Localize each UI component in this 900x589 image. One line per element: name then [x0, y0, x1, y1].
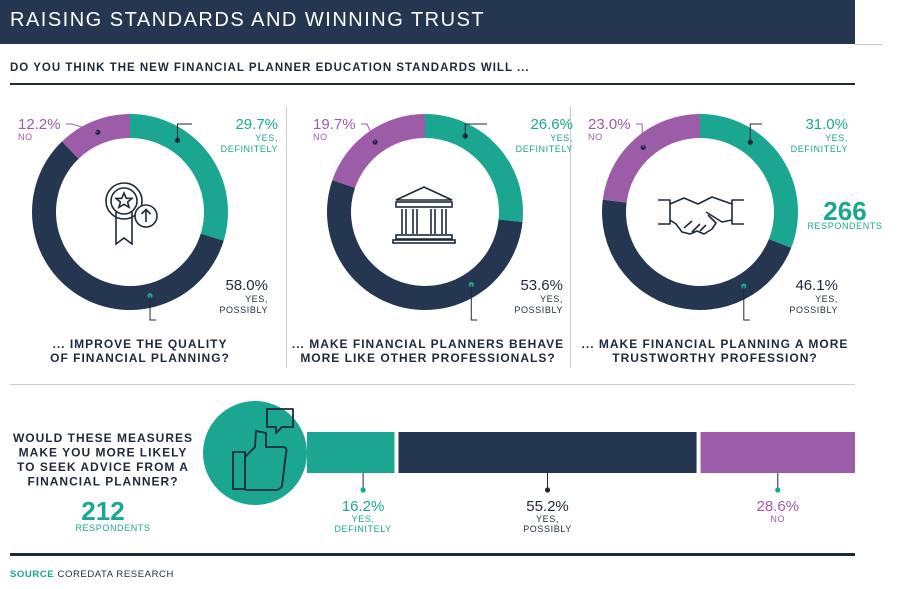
- bar-segment-possibly: [398, 432, 697, 473]
- source-key: SOURCE: [10, 569, 55, 580]
- value-label-definitely: 26.6%: [530, 116, 573, 133]
- survey-question: DO YOU THINK THE NEW FINANCIAL PLANNER E…: [10, 62, 530, 74]
- page-title: RAISING STANDARDS AND WINNING TRUST: [10, 9, 486, 31]
- respondents-label: RESPONDENTS: [75, 523, 150, 533]
- category-label-definitely: YES,: [352, 514, 375, 524]
- category-label-possibly: POSSIBLY: [514, 305, 563, 315]
- donut-segment-possibly: [32, 141, 224, 310]
- respondents-label: RESPONDENTS: [807, 221, 882, 231]
- leader-line: [464, 123, 487, 137]
- institution-building-icon: [392, 186, 456, 244]
- donut-segment-no: [61, 114, 130, 159]
- source-value: COREDATA RESEARCH: [57, 569, 174, 580]
- category-label-no: NO: [313, 132, 328, 142]
- question-rule: [10, 83, 855, 85]
- leader-line: [176, 123, 192, 141]
- bottom-rule: [10, 553, 855, 556]
- value-label-definitely: 31.0%: [805, 116, 848, 133]
- category-label-possibly: YES,: [815, 294, 838, 304]
- category-label-no: NO: [770, 514, 785, 524]
- leader-dot: [544, 487, 551, 493]
- value-label-no: 28.6%: [757, 498, 800, 515]
- bar-question-line: MAKE YOU MORE LIKELY: [19, 446, 188, 460]
- award-badge-icon: [105, 182, 158, 246]
- thumbs-up-icon: [232, 408, 294, 491]
- leader-dot: [360, 487, 366, 493]
- leader-line: [636, 123, 644, 148]
- category-label-no: NO: [588, 132, 603, 142]
- value-label-possibly: 53.6%: [520, 277, 563, 294]
- stacked-bar: [307, 432, 855, 473]
- leader-dot: [775, 487, 781, 493]
- value-label-possibly: 46.1%: [795, 277, 838, 294]
- category-label-possibly: POSSIBLY: [789, 305, 838, 315]
- category-label-no: NO: [18, 132, 33, 142]
- bar-question-line: TO SEEK ADVICE FROM A: [17, 460, 189, 474]
- category-label-possibly: POSSIBLY: [523, 524, 572, 534]
- bar-segment-no: [700, 432, 855, 473]
- column-divider: [570, 106, 571, 368]
- category-label-definitely: YES,: [550, 133, 573, 143]
- category-label-definitely: DEFINITELY: [334, 524, 391, 534]
- chart-caption: ... MAKE FINANCIAL PLANNERS BEHAVE: [292, 337, 564, 351]
- donut-segment-possibly: [602, 199, 792, 311]
- banner-underline: [855, 44, 882, 45]
- bar-question-line: WOULD THESE MEASURES: [13, 431, 193, 445]
- title-banner: RAISING STANDARDS AND WINNING TRUST: [0, 0, 855, 44]
- category-label-possibly: YES,: [536, 514, 559, 524]
- leader-line: [743, 286, 750, 321]
- category-label-definitely: YES,: [255, 133, 278, 143]
- handshake-icon: [658, 196, 744, 235]
- donut-segment-no: [332, 113, 425, 188]
- value-label-possibly: 55.2%: [526, 498, 569, 515]
- thumbs-up-circle: [203, 401, 307, 505]
- category-label-definitely: DEFINITELY: [221, 144, 278, 154]
- value-label-no: 12.2%: [18, 116, 61, 133]
- category-label-definitely: DEFINITELY: [791, 144, 848, 154]
- leader-line: [149, 295, 157, 321]
- donut-segment-definitely: [425, 114, 523, 222]
- leader-line: [749, 123, 762, 143]
- value-label-no: 19.7%: [313, 116, 356, 133]
- bar-question-line: FINANCIAL PLANNER?: [27, 475, 178, 489]
- column-divider: [286, 106, 287, 368]
- chart-caption: MORE LIKE OTHER PROFESSIONALS?: [300, 351, 555, 365]
- section-divider: [10, 384, 855, 385]
- category-label-possibly: YES,: [540, 294, 563, 304]
- category-label-possibly: YES,: [245, 294, 268, 304]
- source-note: SOURCE COREDATA RESEARCH: [10, 569, 174, 580]
- donut-chart: [327, 113, 523, 311]
- leader-line: [66, 123, 98, 133]
- donut-segment-definitely: [700, 114, 798, 248]
- leader-line: [470, 284, 478, 321]
- category-label-definitely: DEFINITELY: [516, 144, 573, 154]
- respondents-count: 212: [81, 496, 124, 526]
- respondents-count: 266: [823, 196, 866, 226]
- chart-caption: OF FINANCIAL PLANNING?: [50, 351, 230, 365]
- category-label-definitely: YES,: [825, 133, 848, 143]
- value-label-no: 23.0%: [588, 116, 631, 133]
- chart-caption: ... MAKE FINANCIAL PLANNING A MORE: [582, 337, 849, 351]
- value-label-definitely: 16.2%: [342, 498, 385, 515]
- category-label-possibly: POSSIBLY: [219, 305, 268, 315]
- chart-caption: ... IMPROVE THE QUALITY: [52, 337, 227, 351]
- donut-segment-no: [602, 114, 700, 203]
- value-label-possibly: 58.0%: [225, 277, 268, 294]
- donut-segment-possibly: [327, 180, 523, 311]
- value-label-definitely: 29.7%: [235, 116, 278, 133]
- donut-chart: [602, 114, 798, 311]
- leader-line: [361, 123, 376, 143]
- bar-segment-definitely: [307, 432, 395, 473]
- chart-caption: TRUSTWORTHY PROFESSION?: [612, 351, 817, 365]
